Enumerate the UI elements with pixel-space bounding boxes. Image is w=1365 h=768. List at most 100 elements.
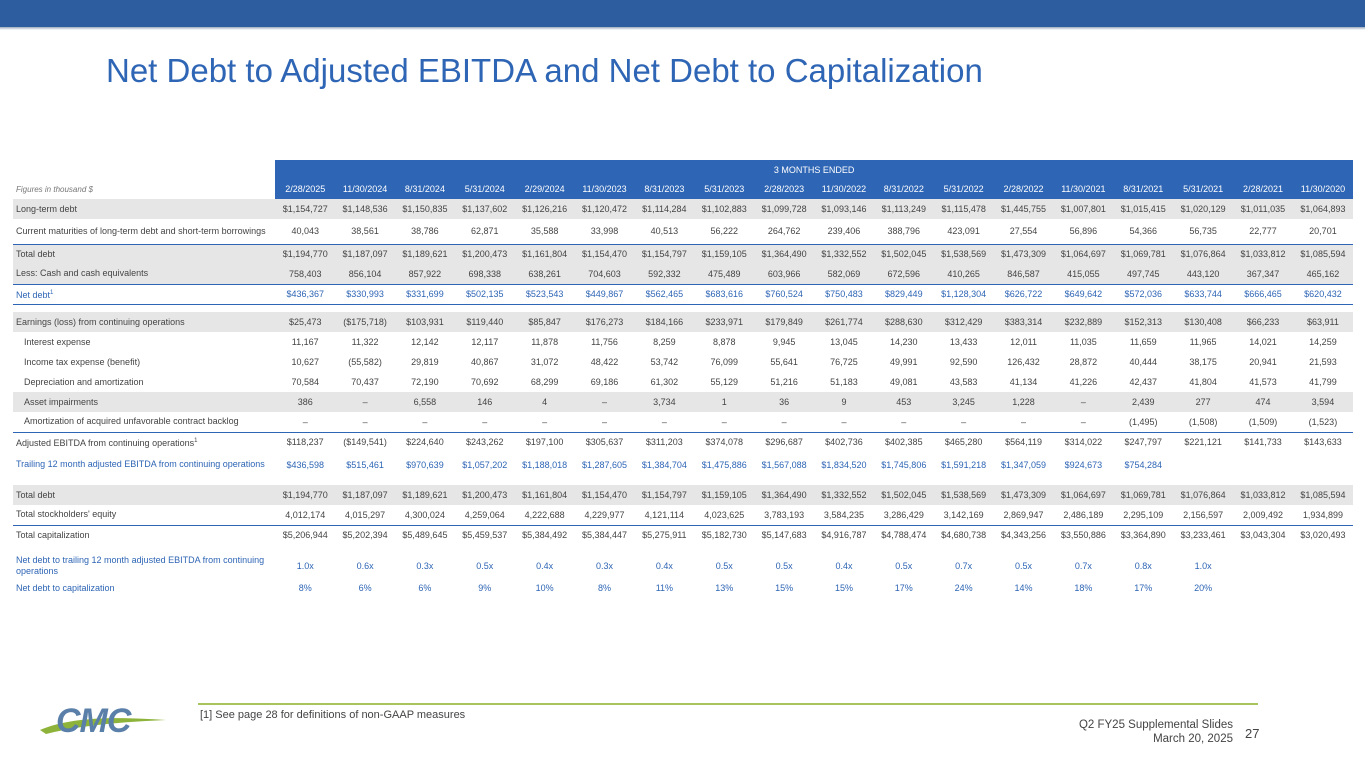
table-cell: [1292, 452, 1353, 477]
table-cell: 56,896: [1053, 219, 1114, 244]
table-row: Net debt1 $436,367 $330,993 $331,699 $502,13…: [13, 283, 1353, 305]
table-cell: –: [574, 392, 635, 412]
table-cell: 17%: [873, 578, 934, 598]
table-cell: 582,069: [814, 264, 874, 284]
table-cell: 10%: [514, 578, 575, 598]
row-label: Income tax expense (benefit): [13, 352, 276, 372]
table-cell: 12,117: [454, 332, 515, 352]
row-label: Depreciation and amortization: [13, 372, 276, 392]
table-cell: 41,134: [993, 372, 1054, 392]
table-cell: 2,295,109: [1113, 505, 1174, 525]
period-header: 5/31/2022: [933, 179, 994, 199]
table-cell: $1,007,801: [1053, 199, 1114, 219]
row-label-text: Net debt: [16, 289, 51, 300]
table-cell: 0.5x: [454, 553, 515, 578]
table-cell: 4,121,114: [634, 505, 695, 525]
table-cell: 4,012,174: [275, 505, 336, 525]
table-cell: [1173, 452, 1234, 477]
table-cell: $5,489,645: [395, 524, 455, 545]
financial-table: 3 MONTHS ENDED Figures in thousand $ 2/2…: [13, 160, 1353, 598]
table-cell: 41,573: [1233, 372, 1293, 392]
table-cell: 20,941: [1233, 352, 1293, 372]
table-cell: $296,687: [754, 431, 815, 452]
table-cell: 76,725: [814, 352, 874, 372]
table-cell: 43,583: [933, 372, 994, 392]
top-bar: [0, 0, 1365, 27]
table-cell: 0.4x: [514, 553, 575, 578]
footer-rule: [198, 703, 1258, 705]
table-cell: ($149,541): [335, 431, 395, 452]
table-cell: 603,966: [754, 264, 815, 284]
table-cell: 10,627: [275, 352, 336, 372]
table-cell: $247,797: [1113, 431, 1174, 452]
table-cell: [1292, 553, 1353, 578]
table-cell: $233,971: [694, 312, 755, 332]
table-cell: 33,998: [574, 219, 635, 244]
table-cell: 146: [454, 392, 515, 412]
footnote: [1] See page 28 for definitions of non-G…: [200, 709, 466, 721]
table-cell: 38,175: [1173, 352, 1234, 372]
table-cell: 24%: [933, 578, 994, 598]
table-cell: 56,735: [1173, 219, 1234, 244]
table-cell: 49,081: [873, 372, 934, 392]
table-cell: 0.4x: [634, 553, 695, 578]
table-cell: 13%: [694, 578, 755, 598]
row-label: Total debt: [13, 243, 276, 264]
table-cell: $1,069,781: [1113, 485, 1174, 505]
table-cell: 62,871: [454, 219, 515, 244]
table-cell: 1: [694, 392, 755, 412]
row-label-text: Income tax expense (benefit): [24, 356, 141, 367]
period-header: 8/31/2022: [873, 179, 934, 199]
table-cell: 69,186: [574, 372, 635, 392]
table-cell: 465,162: [1292, 264, 1353, 284]
period-header: 2/28/2023: [754, 179, 815, 199]
table-spacer: [13, 477, 1353, 485]
table-cell: $5,147,683: [754, 524, 815, 545]
table-cell: –: [335, 392, 395, 412]
table-cell: $312,429: [933, 312, 994, 332]
table-cell: $1,093,146: [814, 199, 874, 219]
table-banner-row: 3 MONTHS ENDED: [13, 160, 1353, 179]
table-row: Adjusted EBITDA from continuing operatio…: [13, 431, 1353, 452]
table-cell: 2,486,189: [1053, 505, 1114, 525]
table-cell: $66,233: [1233, 312, 1293, 332]
table-cell: 3,142,169: [933, 505, 994, 525]
table-cell: 0.7x: [1053, 553, 1114, 578]
table-cell: $1,347,059: [993, 452, 1054, 477]
table-spacer: [13, 545, 1353, 553]
table-cell: 2,156,597: [1173, 505, 1234, 525]
table-cell: $1,154,470: [574, 485, 635, 505]
table-cell: –: [454, 412, 515, 432]
table-cell: $130,408: [1173, 312, 1234, 332]
table-cell: $5,384,492: [514, 524, 575, 545]
row-label: Long-term debt: [13, 199, 276, 219]
row-label: Trailing 12 month adjusted EBITDA from c…: [13, 452, 276, 477]
row-label-text: Trailing 12 month adjusted EBITDA from c…: [16, 459, 265, 469]
table-row: Total debt $1,194,770 $1,187,097 $1,189,621…: [13, 485, 1353, 505]
table-cell: 4,229,977: [574, 505, 635, 525]
table-cell: 20%: [1173, 578, 1234, 598]
row-label-text: Depreciation and amortization: [24, 376, 144, 387]
table-cell: $1,364,490: [754, 243, 815, 264]
table-cell: $152,313: [1113, 312, 1174, 332]
table-cell: 592,332: [634, 264, 695, 284]
period-header: 8/31/2024: [395, 179, 455, 199]
table-cell: 474: [1233, 392, 1293, 412]
table-header-row: Figures in thousand $ 2/28/2025 11/30/202…: [13, 179, 1353, 199]
table-cell: $1,099,728: [754, 199, 815, 219]
table-cell: 20,701: [1292, 219, 1353, 244]
row-label: Interest expense: [13, 332, 276, 352]
row-label-text: Total capitalization: [16, 529, 90, 540]
table-cell: 27,554: [993, 219, 1054, 244]
table-cell: $1,159,105: [694, 243, 755, 264]
table-cell: 2,869,947: [993, 505, 1054, 525]
table-cell: 9%: [454, 578, 515, 598]
table-cell: $402,736: [814, 431, 874, 452]
table-body: Long-term debt $1,154,727 $1,148,536 $1,150…: [13, 199, 1353, 598]
table-row: Net debt to capitalization 8% 6% 6% 9% 10% 8% 1…: [13, 578, 1353, 598]
table-cell: 0.3x: [395, 553, 455, 578]
row-label: Amortization of acquired unfavorable con…: [13, 412, 276, 432]
table-cell: $3,364,890: [1113, 524, 1174, 545]
table-cell: 11,322: [335, 332, 395, 352]
table-cell: $1,161,804: [514, 243, 575, 264]
